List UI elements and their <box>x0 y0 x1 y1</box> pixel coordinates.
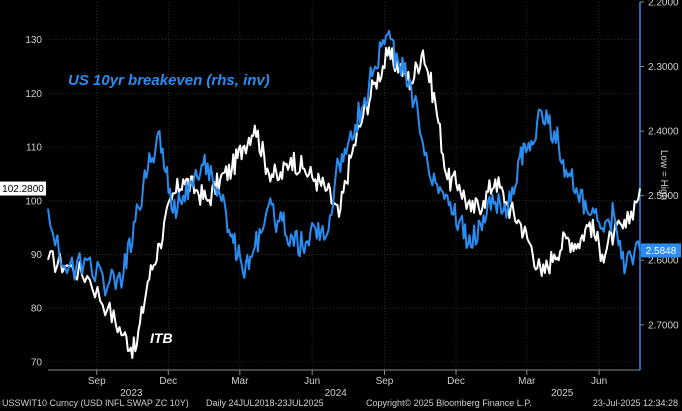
left-tick-label: 90 <box>31 250 43 261</box>
series-lines <box>47 30 641 359</box>
breakeven-last-value-badge <box>641 243 681 258</box>
x-tick-label: Sep <box>376 376 394 387</box>
x-tick-label: Sep <box>88 376 106 387</box>
itb-last-value-badge <box>0 181 46 196</box>
x-tick-label: Jun <box>304 376 320 387</box>
x-tick-label: Jun <box>591 376 607 387</box>
footer-timestamp: 23-Jul-2025 12:34:28 <box>592 398 678 408</box>
chart: Sep Dec Mar Jun Sep Dec Mar Jun 2023 2024 2025 70 8… <box>0 0 681 397</box>
x-tick-label: Dec <box>159 376 177 387</box>
breakeven-series-line <box>47 30 641 297</box>
right-tick-label: 2.7000 <box>648 320 679 331</box>
right-tick-label: 2.4000 <box>648 127 679 138</box>
itb-last-value: 102.2800 <box>2 184 44 195</box>
right-tick-label: 2.6000 <box>648 256 679 267</box>
gridlines <box>48 2 641 371</box>
left-tick-label: 80 <box>31 304 43 315</box>
year-label: 2025 <box>551 388 574 397</box>
breakeven-last-value: 2.5848 <box>646 246 677 257</box>
x-tick-label: Mar <box>518 376 536 387</box>
right-axis-note: Low = High <box>658 150 669 200</box>
left-tick-label: 100 <box>25 196 42 207</box>
year-label: 2023 <box>120 388 143 397</box>
footer: USSWIT10 Curncy (USD INFL SWAP ZC 10Y) D… <box>0 397 682 411</box>
itb-annotation: ITB <box>150 330 173 346</box>
x-tick-label: Mar <box>231 376 249 387</box>
right-tick-label: 2.5000 <box>648 191 679 202</box>
itb-series-line <box>47 46 641 359</box>
footer-ticker: USSWIT10 Curncy (USD INFL SWAP ZC 10Y) <box>2 398 189 408</box>
footer-range: Daily 24JUL2018-23JUL2025 <box>206 398 324 408</box>
left-tick-label: 70 <box>31 357 43 368</box>
chart-annotations: US 10yr breakeven (rhs, inv) ITB 102.2800 2… <box>0 72 681 346</box>
left-tick-label: 120 <box>25 89 42 100</box>
left-tick-label: 110 <box>26 143 42 154</box>
right-tick-label: 2.3000 <box>648 62 679 73</box>
footer-copyright: Copyright© 2025 Bloomberg Finance L.P. <box>366 398 532 408</box>
right-tick-label: 2.2000 <box>648 0 679 9</box>
left-tick-label: 130 <box>25 35 42 46</box>
right-axis: 2.2000 2.3000 2.4000 2.5000 2.6000 2.7000 Low … <box>640 0 679 331</box>
x-axis: Sep Dec Mar Jun Sep Dec Mar Jun 2023 2024 2025 <box>88 370 607 397</box>
year-label: 2024 <box>325 388 348 397</box>
left-axis: 70 80 90 100 110 120 130 <box>25 35 42 368</box>
x-tick-label: Dec <box>447 376 465 387</box>
breakeven-annotation: US 10yr breakeven (rhs, inv) <box>68 72 270 89</box>
